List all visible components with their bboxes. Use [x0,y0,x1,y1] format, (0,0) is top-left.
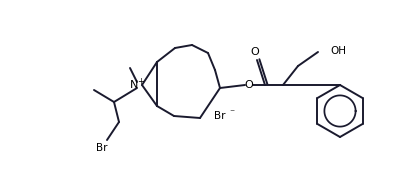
Text: OH: OH [330,46,346,56]
Text: ⁻: ⁻ [230,108,234,118]
Text: N: N [130,80,138,90]
Text: +: + [138,77,145,86]
Text: Br: Br [96,143,108,153]
Text: O: O [245,80,254,90]
Text: Br: Br [214,111,226,121]
Text: O: O [251,47,259,57]
